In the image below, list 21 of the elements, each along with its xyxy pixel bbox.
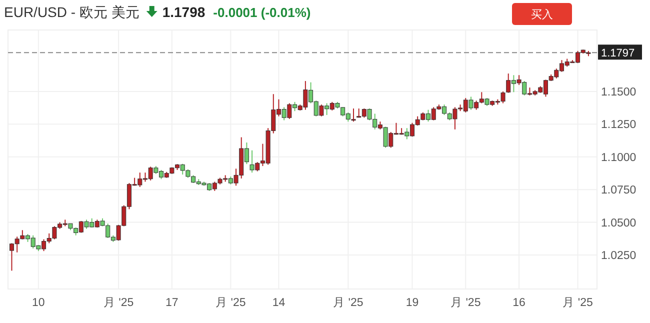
x-tick-label: 19 [406,297,419,309]
button: 买入 [512,3,572,25]
x-tick-label: 月 '25 [450,296,481,309]
y-tick-label: 1.0500 [601,217,636,230]
y-tick-label: 1.1250 [601,119,636,132]
x-tick-label: 月 '25 [333,296,364,309]
x-tick-label: 10 [32,297,45,309]
x-tick-label: 17 [166,297,178,309]
x-tick-label: 月 '25 [562,296,593,309]
y-tick-label: 1.0750 [601,184,636,197]
y-tick-label: 1.1000 [601,152,636,164]
x-tick-label: 月 '25 [103,296,134,309]
y-tick-label: 1.1500 [601,86,636,98]
ref-line-label: 1.1797 [601,48,635,60]
x-tick-label: 14 [272,297,286,309]
chart-subtitle: 1.1798 [162,4,206,20]
text: -0.0001 (-0.01%) [213,5,311,20]
chart-title: EUR/USD - 欧元 美元 [4,4,140,20]
y-tick-label: 1.0250 [601,250,636,262]
x-tick-label: 16 [512,297,526,309]
x-tick-label: 月 '25 [216,296,246,309]
